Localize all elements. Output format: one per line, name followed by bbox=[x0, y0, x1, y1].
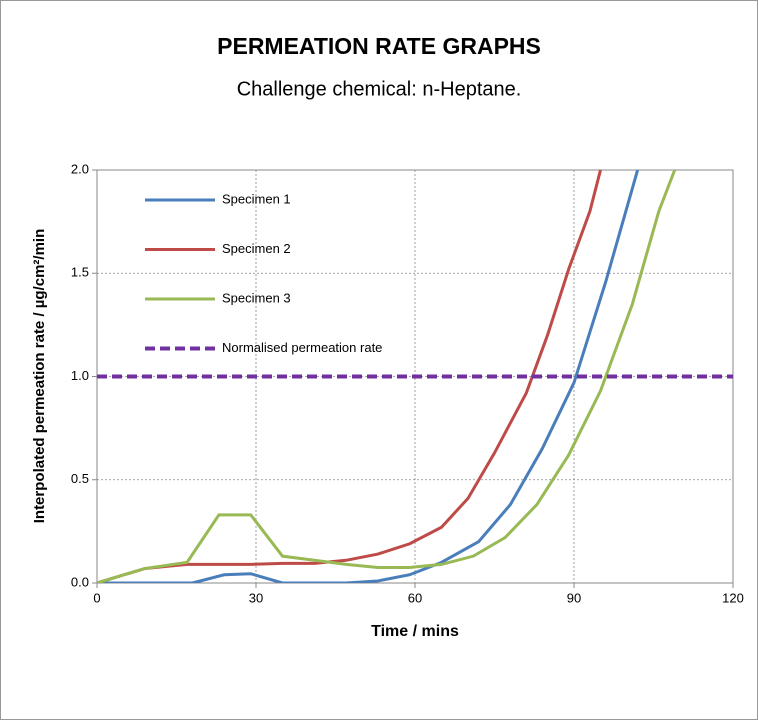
chart-subtitle: Challenge chemical: n-Heptane. bbox=[237, 78, 522, 100]
chart-title: PERMEATION RATE GRAPHS bbox=[217, 33, 541, 59]
x-tick-label: 90 bbox=[567, 590, 581, 605]
x-tick-label: 30 bbox=[249, 590, 263, 605]
legend-label: Specimen 1 bbox=[222, 191, 291, 206]
legend-label: Specimen 3 bbox=[222, 290, 291, 305]
x-tick-label: 0 bbox=[93, 590, 100, 605]
y-tick-label: 0.5 bbox=[71, 471, 89, 486]
x-tick-label: 120 bbox=[722, 590, 744, 605]
x-axis-label: Time / mins bbox=[371, 623, 459, 640]
legend-label: Specimen 2 bbox=[222, 241, 291, 256]
x-tick-label: 60 bbox=[408, 590, 422, 605]
y-tick-label: 1.5 bbox=[71, 265, 89, 280]
series-line bbox=[97, 170, 640, 583]
y-tick-label: 2.0 bbox=[71, 161, 89, 176]
y-axis-label: Interpolated permeation rate / µg/cm²/mi… bbox=[31, 229, 48, 524]
legend-label: Normalised permeation rate bbox=[222, 340, 382, 355]
y-tick-label: 0.0 bbox=[71, 574, 89, 589]
series-line bbox=[97, 170, 602, 583]
y-tick-label: 1.0 bbox=[71, 368, 89, 383]
series-line bbox=[97, 170, 677, 583]
